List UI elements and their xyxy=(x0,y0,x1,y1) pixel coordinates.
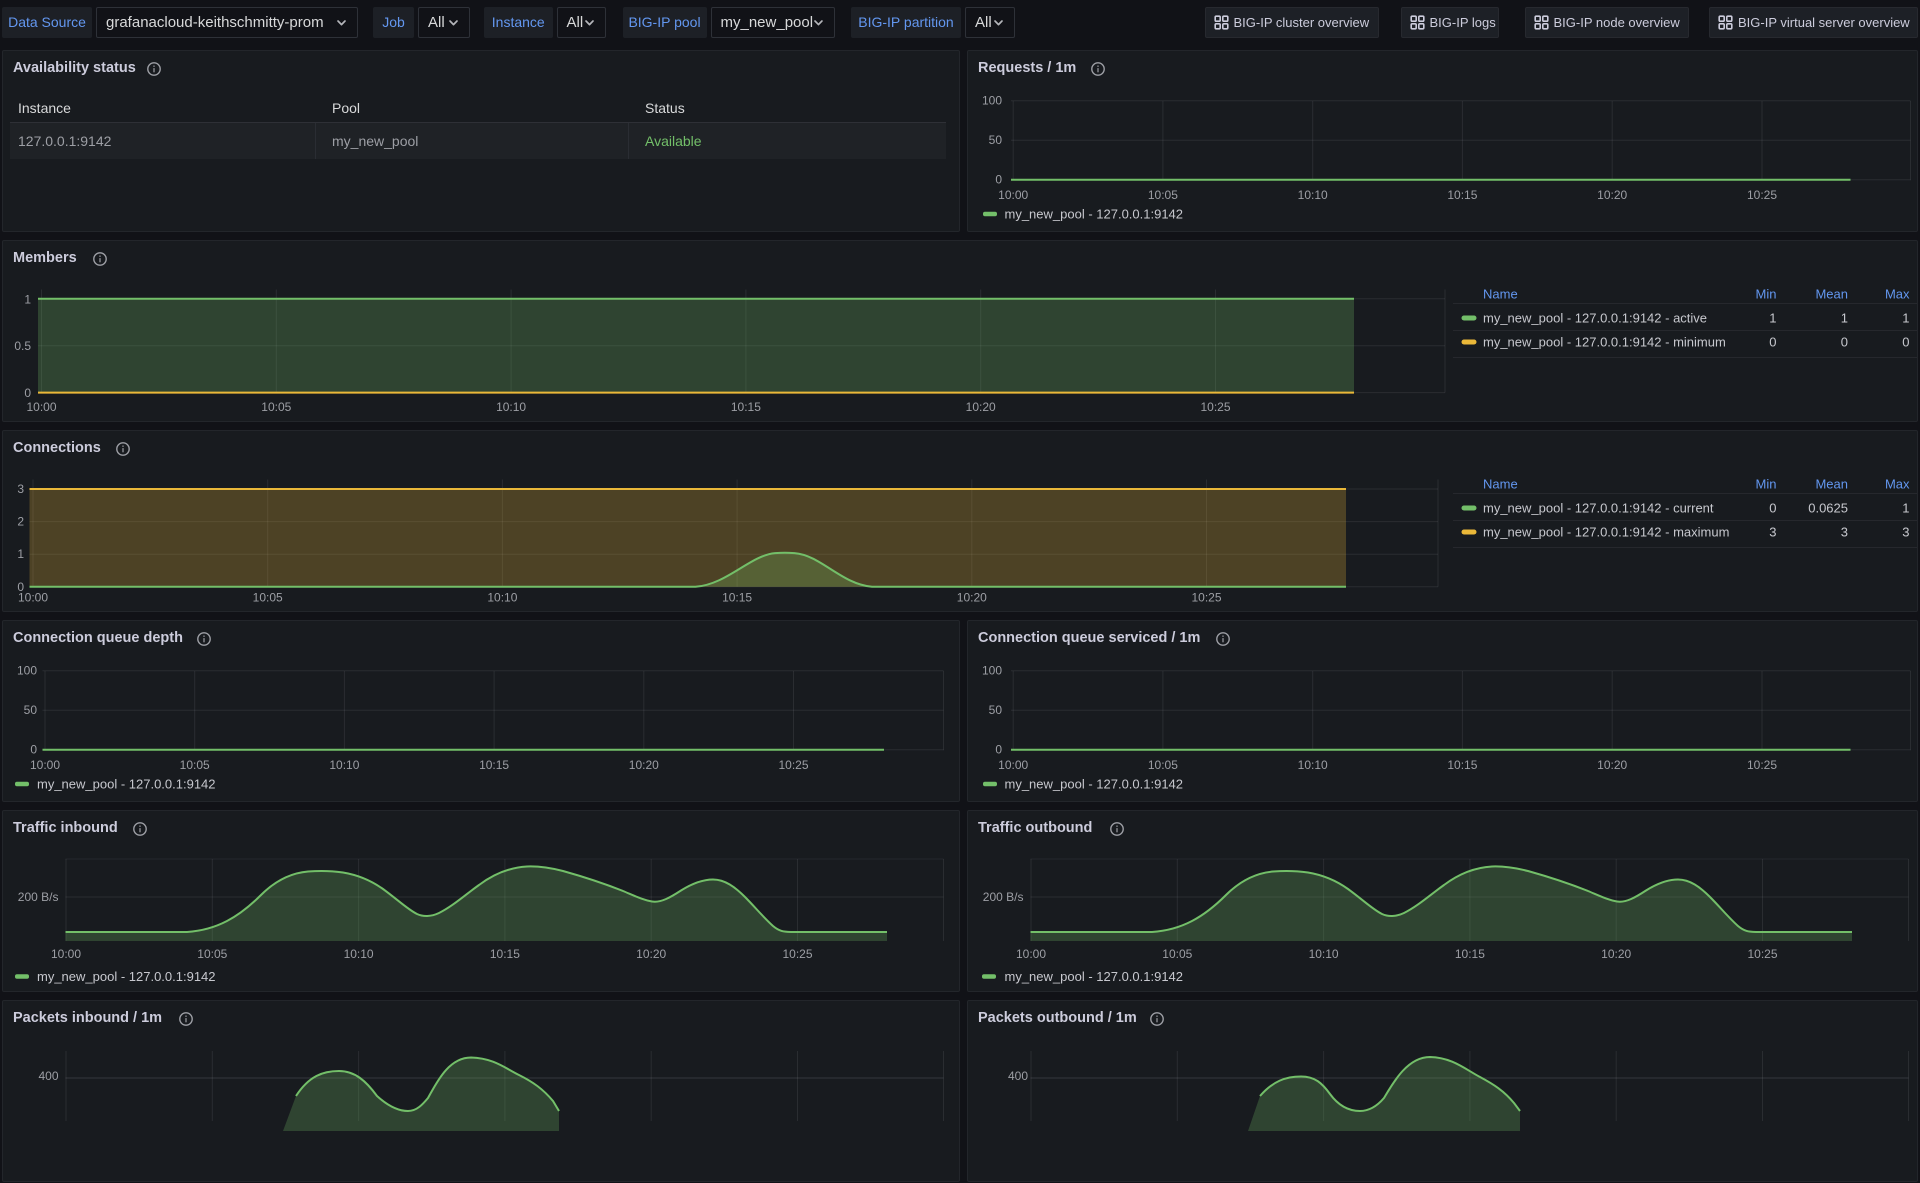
svg-text:50: 50 xyxy=(989,703,1003,717)
svg-text:10:20: 10:20 xyxy=(629,758,659,772)
svg-text:1: 1 xyxy=(1769,311,1776,326)
svg-text:10:10: 10:10 xyxy=(329,758,359,772)
svg-text:10:10: 10:10 xyxy=(1298,758,1328,772)
svg-text:10:20: 10:20 xyxy=(1597,188,1627,202)
svg-text:3: 3 xyxy=(1902,525,1909,540)
svg-text:200 B/s: 200 B/s xyxy=(983,890,1024,904)
svg-text:10:00: 10:00 xyxy=(30,758,60,772)
svg-text:10:05: 10:05 xyxy=(1148,188,1178,202)
svg-text:my_new_pool - 127.0.0.1:9142 -: my_new_pool - 127.0.0.1:9142 - current xyxy=(1483,501,1714,516)
svg-text:Min: Min xyxy=(1756,287,1777,302)
svg-text:400: 400 xyxy=(38,1069,58,1083)
svg-text:10:00: 10:00 xyxy=(998,758,1028,772)
svg-text:10:05: 10:05 xyxy=(253,591,283,605)
svg-text:10:05: 10:05 xyxy=(180,758,210,772)
svg-text:Name: Name xyxy=(1483,477,1518,492)
svg-text:my_new_pool - 127.0.0.1:9142: my_new_pool - 127.0.0.1:9142 xyxy=(37,969,216,984)
svg-text:my_new_pool - 127.0.0.1:9142: my_new_pool - 127.0.0.1:9142 xyxy=(37,777,216,792)
svg-text:0: 0 xyxy=(30,743,37,757)
svg-text:10:20: 10:20 xyxy=(636,947,666,961)
svg-text:10:20: 10:20 xyxy=(1601,947,1631,961)
svg-text:1: 1 xyxy=(24,292,31,306)
svg-text:0: 0 xyxy=(1769,501,1776,516)
svg-text:10:00: 10:00 xyxy=(998,188,1028,202)
svg-text:50: 50 xyxy=(989,133,1003,147)
svg-text:Max: Max xyxy=(1885,477,1910,492)
svg-text:my_new_pool - 127.0.0.1:9142: my_new_pool - 127.0.0.1:9142 xyxy=(1005,969,1184,984)
svg-text:100: 100 xyxy=(982,664,1002,678)
svg-text:10:05: 10:05 xyxy=(1148,758,1178,772)
svg-text:Mean: Mean xyxy=(1815,287,1848,302)
svg-text:my_new_pool - 127.0.0.1:9142 -: my_new_pool - 127.0.0.1:9142 - active xyxy=(1483,311,1707,326)
svg-text:10:15: 10:15 xyxy=(1447,758,1477,772)
svg-text:0: 0 xyxy=(24,386,31,400)
svg-text:10:20: 10:20 xyxy=(957,591,987,605)
svg-text:50: 50 xyxy=(24,703,38,717)
svg-text:10:25: 10:25 xyxy=(778,758,808,772)
svg-text:10:15: 10:15 xyxy=(1447,188,1477,202)
svg-text:10:00: 10:00 xyxy=(26,400,56,414)
svg-text:10:10: 10:10 xyxy=(1309,947,1339,961)
svg-text:10:10: 10:10 xyxy=(487,591,517,605)
svg-text:0.0625: 0.0625 xyxy=(1808,501,1848,516)
svg-text:10:15: 10:15 xyxy=(731,400,761,414)
svg-text:10:25: 10:25 xyxy=(1747,188,1777,202)
svg-text:10:10: 10:10 xyxy=(496,400,526,414)
svg-text:10:05: 10:05 xyxy=(1162,947,1192,961)
svg-text:10:20: 10:20 xyxy=(1597,758,1627,772)
svg-text:100: 100 xyxy=(982,94,1002,108)
svg-text:0: 0 xyxy=(995,173,1002,187)
svg-text:Max: Max xyxy=(1885,287,1910,302)
svg-text:0: 0 xyxy=(995,743,1002,757)
svg-text:10:25: 10:25 xyxy=(1191,591,1221,605)
svg-text:1: 1 xyxy=(1841,311,1848,326)
svg-text:10:10: 10:10 xyxy=(344,947,374,961)
svg-text:0: 0 xyxy=(17,580,24,594)
svg-text:10:00: 10:00 xyxy=(51,947,81,961)
svg-text:my_new_pool - 127.0.0.1:9142 -: my_new_pool - 127.0.0.1:9142 - minimum xyxy=(1483,335,1726,350)
svg-text:1: 1 xyxy=(17,547,24,561)
svg-text:0: 0 xyxy=(1769,335,1776,350)
svg-text:1: 1 xyxy=(1902,311,1909,326)
svg-text:Name: Name xyxy=(1483,287,1518,302)
svg-text:1: 1 xyxy=(1902,501,1909,516)
svg-text:10:25: 10:25 xyxy=(782,947,812,961)
svg-text:10:20: 10:20 xyxy=(966,400,996,414)
svg-text:2: 2 xyxy=(17,515,24,529)
svg-text:10:15: 10:15 xyxy=(722,591,752,605)
svg-text:10:00: 10:00 xyxy=(18,591,48,605)
svg-text:my_new_pool - 127.0.0.1:9142: my_new_pool - 127.0.0.1:9142 xyxy=(1005,207,1184,222)
svg-text:my_new_pool - 127.0.0.1:9142: my_new_pool - 127.0.0.1:9142 xyxy=(1005,777,1184,792)
svg-text:3: 3 xyxy=(17,482,24,496)
svg-text:0: 0 xyxy=(1902,335,1909,350)
svg-text:0: 0 xyxy=(1841,335,1848,350)
svg-text:Min: Min xyxy=(1756,477,1777,492)
svg-text:10:25: 10:25 xyxy=(1200,400,1230,414)
svg-text:10:15: 10:15 xyxy=(1455,947,1485,961)
svg-text:10:05: 10:05 xyxy=(261,400,291,414)
svg-text:10:25: 10:25 xyxy=(1747,758,1777,772)
svg-text:10:15: 10:15 xyxy=(490,947,520,961)
svg-text:10:10: 10:10 xyxy=(1298,188,1328,202)
svg-text:3: 3 xyxy=(1841,525,1848,540)
svg-text:3: 3 xyxy=(1769,525,1776,540)
svg-text:0.5: 0.5 xyxy=(14,339,31,353)
svg-text:10:25: 10:25 xyxy=(1747,947,1777,961)
svg-text:my_new_pool - 127.0.0.1:9142 -: my_new_pool - 127.0.0.1:9142 - maximum xyxy=(1483,525,1729,540)
svg-text:200 B/s: 200 B/s xyxy=(18,890,59,904)
svg-text:10:00: 10:00 xyxy=(1016,947,1046,961)
svg-text:10:05: 10:05 xyxy=(197,947,227,961)
svg-text:100: 100 xyxy=(17,664,37,678)
svg-text:Mean: Mean xyxy=(1815,477,1848,492)
svg-text:10:15: 10:15 xyxy=(479,758,509,772)
svg-text:400: 400 xyxy=(1008,1069,1028,1083)
